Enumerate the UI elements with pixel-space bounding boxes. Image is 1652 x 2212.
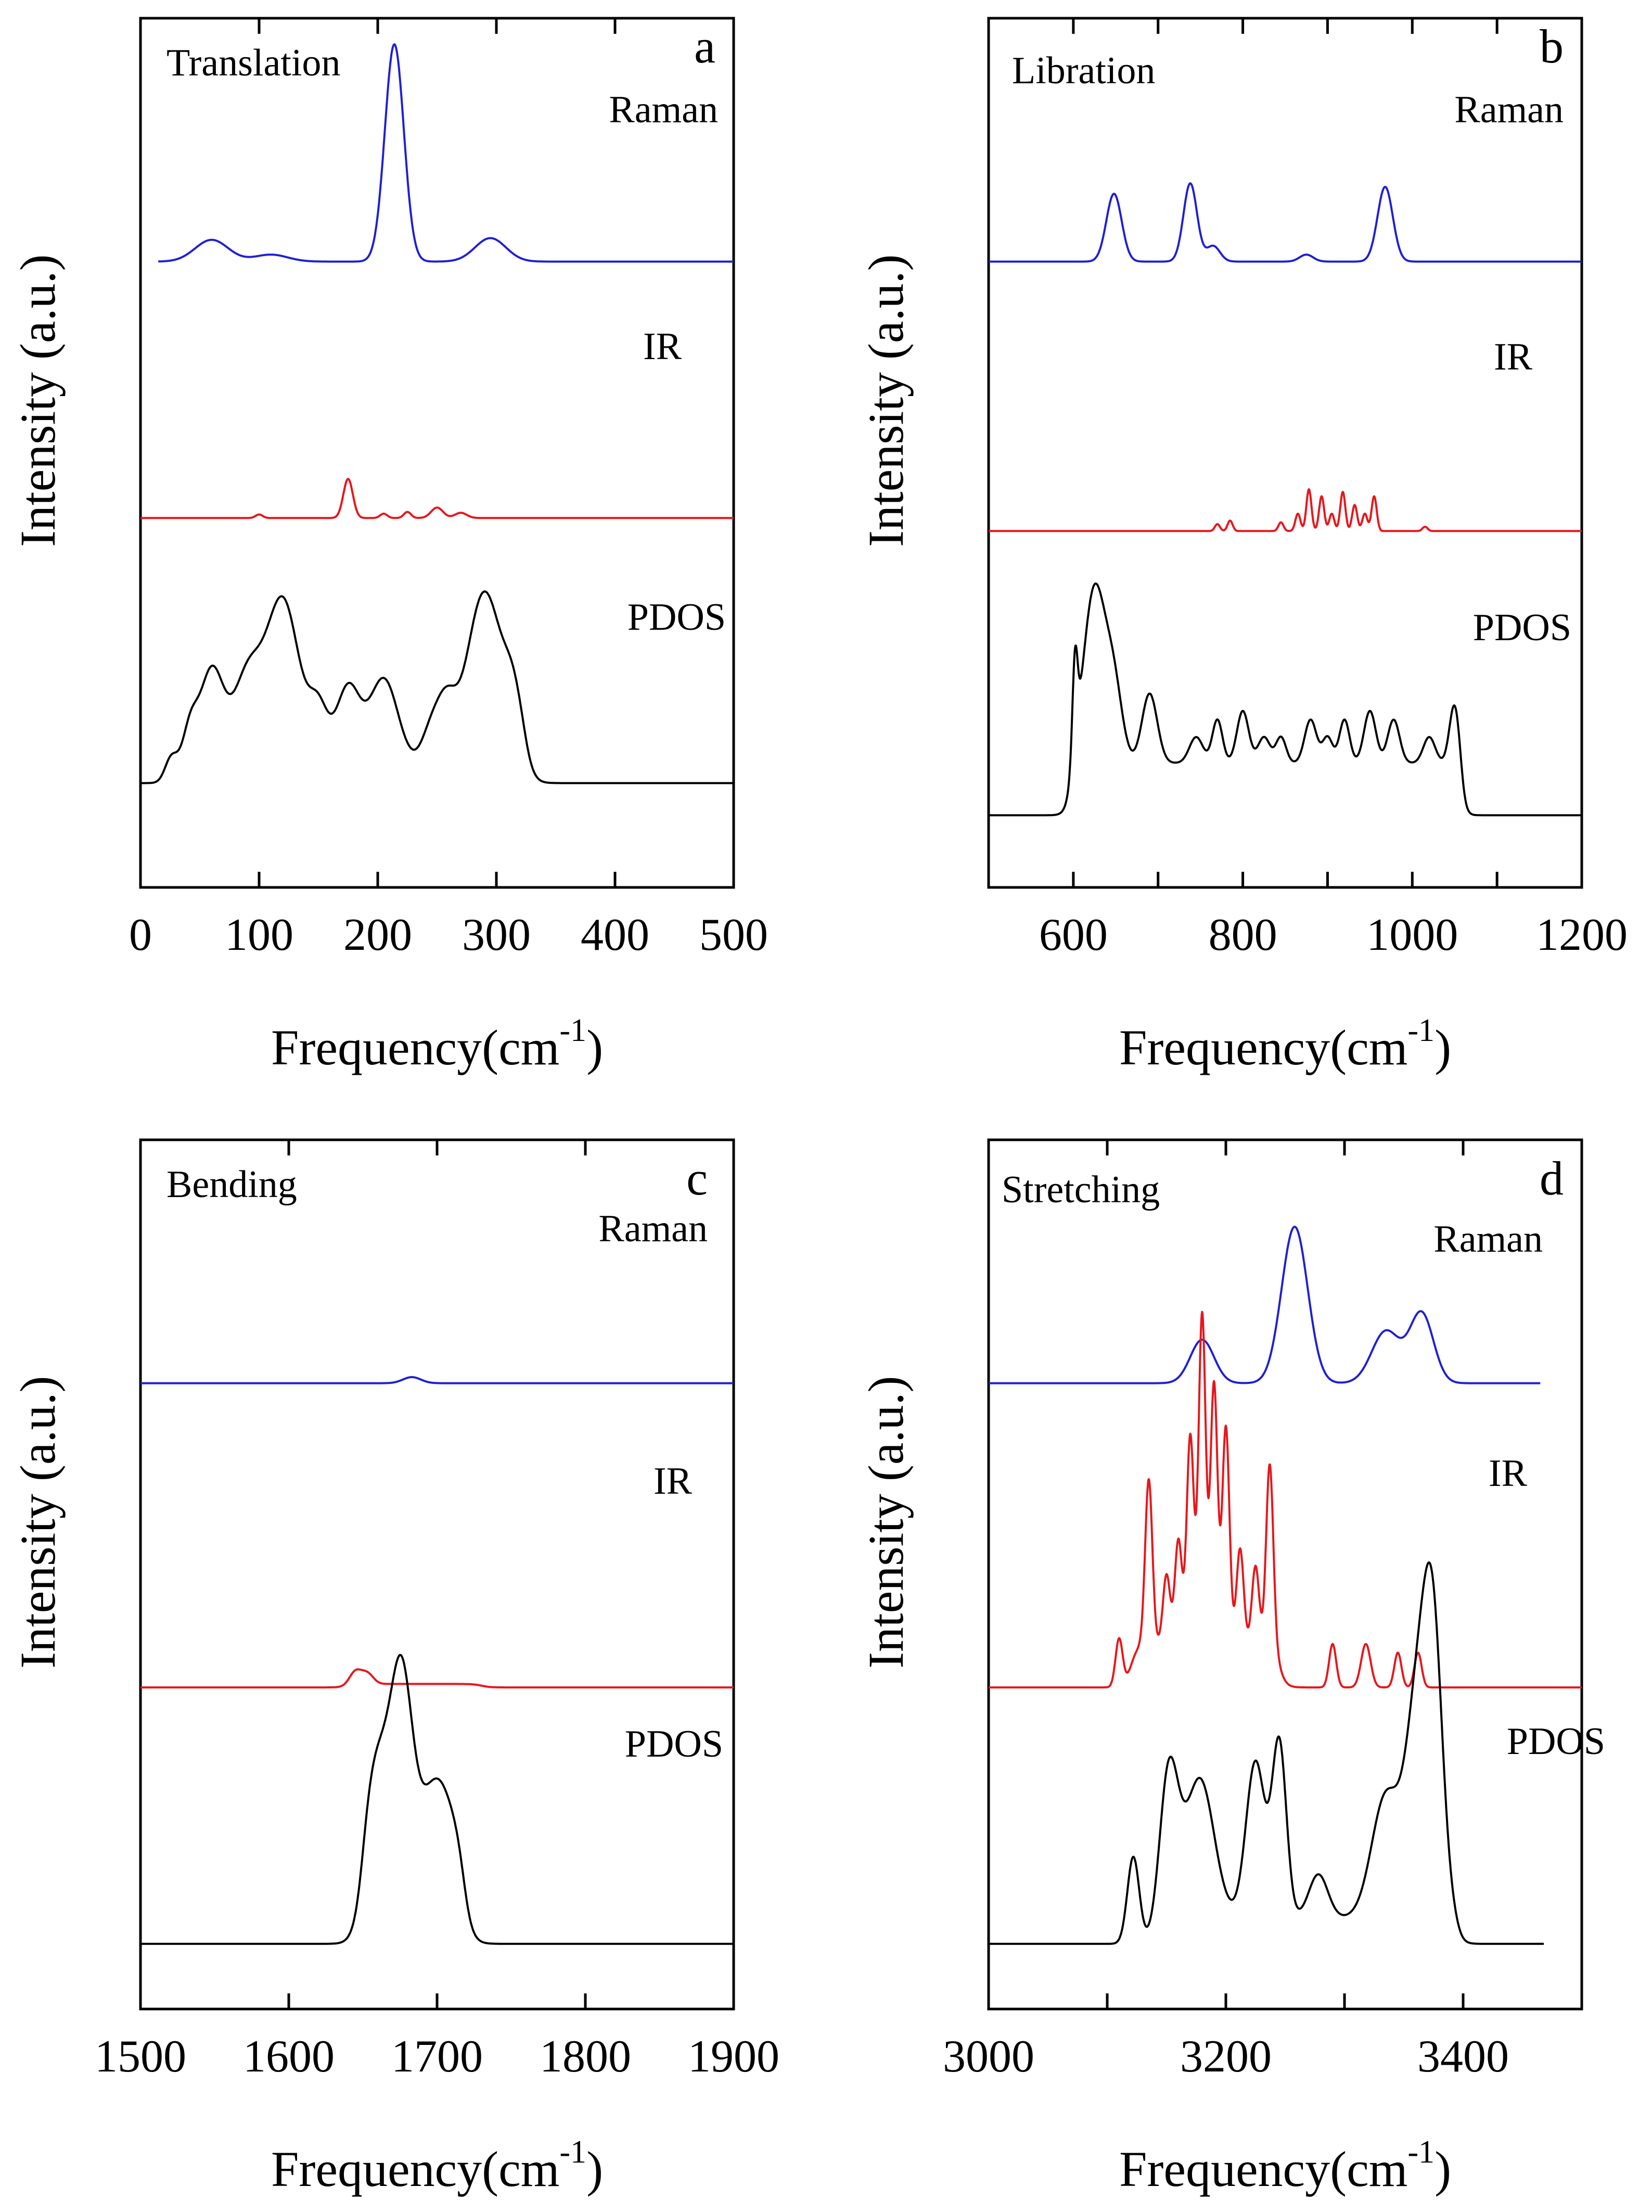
series-label-ir: IR [654, 1460, 693, 1503]
series-label-ir: IR [1489, 1452, 1528, 1495]
series-line-ir [139, 478, 735, 519]
x-axis-label: Frequency(cm-1) [1119, 1013, 1451, 1075]
plot-frame [139, 17, 735, 889]
plot-frame [987, 1138, 1583, 2011]
series-label-pdos: PDOS [625, 1723, 723, 1765]
series-label-raman: Raman [609, 88, 718, 131]
series-label-pdos: PDOS [1473, 606, 1571, 649]
mode-label: Libration [1012, 49, 1155, 92]
x-tick-label: 0 [129, 910, 152, 960]
panel-d: 3000 3200 3400 Frequency(cm-1) Intensity (a.… [858, 1138, 1605, 2197]
x-axis-label: Frequency(cm-1) [271, 1013, 603, 1075]
series-line-ir [988, 488, 1583, 532]
panel-letter: b [1540, 20, 1564, 73]
x-tick-label: 100 [225, 910, 293, 960]
panel-b: 600 800 1000 1200 Frequency(cm-1) Intensity (… [858, 17, 1628, 1075]
panel-letter: c [686, 1152, 708, 1205]
x-tick-label: 200 [343, 910, 412, 960]
x-tick-label: 800 [1209, 910, 1277, 960]
x-tick-label: 3400 [1417, 2031, 1509, 2082]
x-tick-label: 1800 [540, 2031, 631, 2082]
x-axis-label: Frequency(cm-1) [271, 2134, 603, 2197]
mode-label: Translation [167, 42, 340, 84]
series-label-ir: IR [1494, 336, 1533, 378]
series-line-pdos [988, 582, 1583, 817]
series-label-ir: IR [643, 325, 682, 368]
x-tick-label: 1900 [688, 2031, 779, 2082]
plot-frame [139, 1138, 735, 2011]
y-axis-label: Intensity (a.u.) [10, 1376, 66, 1669]
series-line-raman [158, 43, 735, 263]
mode-label: Bending [167, 1163, 297, 1206]
series-label-raman: Raman [1433, 1218, 1543, 1261]
x-tick-label: 1500 [95, 2031, 186, 2082]
y-axis-label: Intensity (a.u.) [858, 255, 914, 548]
series-line-pdos [988, 1561, 1545, 1945]
x-tick-label: 1200 [1536, 910, 1628, 960]
x-tick-label: 500 [699, 910, 768, 960]
series-line-pdos [139, 1654, 735, 1945]
panel-letter: a [694, 20, 715, 73]
y-axis-label: Intensity (a.u.) [858, 1376, 914, 1669]
x-tick-label: 300 [462, 910, 531, 960]
series-line-raman [988, 182, 1583, 263]
y-axis-label: Intensity (a.u.) [10, 255, 66, 548]
series-label-raman: Raman [598, 1207, 708, 1250]
x-tick-label: 1700 [391, 2031, 483, 2082]
series-label-pdos: PDOS [1507, 1720, 1605, 1763]
plot-frame [987, 17, 1583, 889]
x-axis-label: Frequency(cm-1) [1119, 2134, 1451, 2197]
x-tick-label: 1600 [243, 2031, 335, 2082]
x-tick-label: 3200 [1180, 2031, 1272, 2082]
series-label-pdos: PDOS [627, 596, 726, 639]
series-label-raman: Raman [1454, 88, 1564, 131]
panel-a: 0 100 200 300 400 500 Frequency(cm-1) Intensity… [10, 17, 768, 1075]
series-line-ir [988, 1311, 1583, 1689]
x-tick-label: 400 [581, 910, 649, 960]
x-tick-label: 600 [1039, 910, 1108, 960]
mode-label: Stretching [1002, 1168, 1160, 1211]
panel-letter: d [1540, 1152, 1564, 1205]
series-line-ir [139, 1668, 735, 1689]
series-line-raman [988, 1226, 1541, 1384]
x-tick-label: 3000 [943, 2031, 1034, 2082]
panel-c: 1500 1600 1700 1800 1900 Frequency(cm-1) Inten… [10, 1138, 779, 2197]
x-tick-label: 1000 [1366, 910, 1458, 960]
series-line-raman [139, 1376, 735, 1384]
series-line-pdos [139, 590, 735, 784]
